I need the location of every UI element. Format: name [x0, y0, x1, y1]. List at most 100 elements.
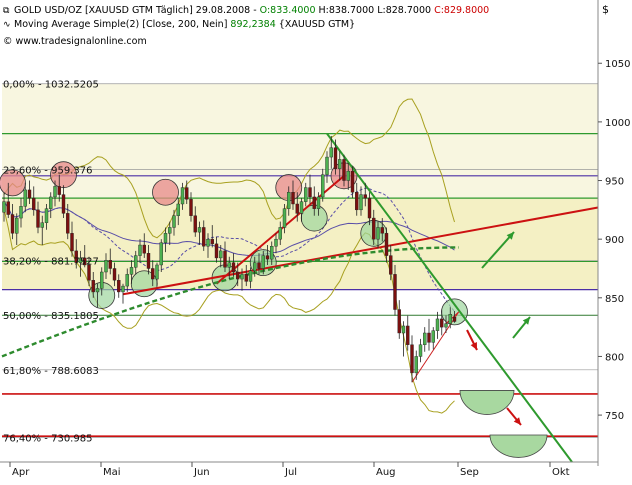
- candle-body-39: [168, 227, 172, 234]
- candle-body-22: [95, 288, 100, 293]
- candle-body-19: [83, 257, 87, 266]
- header-close: C:829.8000: [431, 5, 489, 16]
- y-tick-label-4: 950: [605, 177, 624, 188]
- candle-body-91: [389, 255, 393, 275]
- candle-body-30: [129, 267, 134, 275]
- y-tick-label-1: 800: [605, 352, 624, 363]
- candle-body-47: [202, 227, 206, 247]
- candle-body-79: [338, 159, 342, 169]
- candle-body-48: [206, 238, 210, 247]
- candle-body-75: [321, 174, 325, 198]
- candle-body-45: [193, 215, 197, 233]
- arrow-down-upper-head: [470, 342, 477, 350]
- candle-body-90: [384, 233, 389, 256]
- candle-body-68: [291, 192, 295, 205]
- candle-body-43: [185, 187, 189, 200]
- candle-body-78: [333, 147, 338, 169]
- candle-body-70: [299, 201, 304, 214]
- ma-short-line: [3, 187, 455, 312]
- x-tick-label-1: Mai: [103, 467, 121, 478]
- x-tick-label-3: Jul: [284, 467, 297, 478]
- candle-body-0: [2, 201, 6, 213]
- fib-label-2: 38,20% - 881.7527: [3, 257, 99, 268]
- x-tick-label-5: Sep: [460, 467, 479, 478]
- candle-body-64: [274, 238, 278, 247]
- copyright-text: © www.tradesignalonline.com: [3, 36, 147, 47]
- candle-body-54: [231, 262, 236, 273]
- candle-body-34: [146, 253, 151, 269]
- candle-body-10: [44, 208, 49, 223]
- candle-body-14: [61, 194, 66, 214]
- x-tick-label-6: Okt: [552, 467, 570, 478]
- candle-body-97: [414, 356, 418, 374]
- candle-body-71: [304, 187, 308, 202]
- candle-body-80: [342, 159, 346, 181]
- candle-body-53: [227, 262, 231, 268]
- candle-body-76: [325, 156, 329, 175]
- fib-label-3: 50,00% - 835.1805: [3, 311, 99, 322]
- x-tick-label-2: Jun: [193, 467, 210, 478]
- candle-body-72: [308, 187, 312, 198]
- candle-body-29: [125, 274, 129, 287]
- candle-body-77: [329, 147, 333, 158]
- fibonacci-zones: [2, 83, 598, 290]
- fibonacci-labels: 0,00% - 1032.5205 23,60% - 959.376 38,20% …: [3, 80, 99, 445]
- candle-body-100: [427, 332, 431, 343]
- candle-body-23: [100, 271, 104, 289]
- candle-body-11: [49, 196, 53, 209]
- candle-body-46: [197, 227, 202, 233]
- candle-body-35: [151, 268, 155, 280]
- candle-body-15: [66, 213, 70, 234]
- y-tick-label-0: 750: [605, 411, 624, 422]
- candle-body-52: [223, 250, 227, 268]
- candle-body-5: [23, 189, 27, 207]
- fib-label-0: 0,00% - 1032.5205: [3, 80, 99, 91]
- header-high: H:838.7000: [316, 5, 375, 16]
- fib-label-1: 23,60% - 959.376: [3, 166, 92, 177]
- candle-body-104: [444, 323, 448, 328]
- candle-body-18: [78, 257, 83, 263]
- candle-body-99: [423, 332, 427, 345]
- header-open: O:833.4000: [260, 5, 316, 16]
- candle-body-9: [40, 222, 44, 228]
- header-title-prefix: GOLD USD/OZ [XAUUSD GTM Täglich] 29.08.2…: [14, 5, 260, 16]
- instrument-icon: ⧉: [3, 6, 10, 16]
- header: ⧉ GOLD USD/OZ [XAUUSD GTM Täglich] 29.08…: [3, 3, 609, 47]
- candle-body-24: [104, 260, 108, 273]
- ma-value: 892,2384: [230, 19, 275, 30]
- candle-body-86: [367, 197, 372, 219]
- trendline-red-long: [122, 206, 599, 296]
- x-tick-label-0: Apr: [12, 467, 30, 478]
- candle-body-55: [236, 271, 240, 280]
- candle-body-85: [363, 194, 367, 199]
- y-tick-label-5: 1000: [605, 118, 630, 129]
- arrows-and-bowls: [459, 231, 548, 458]
- candle-body-32: [138, 244, 142, 256]
- candle-body-73: [312, 196, 316, 209]
- fib-label-5: 76,40% - 730.985: [3, 433, 92, 444]
- candle-body-3: [15, 217, 19, 234]
- header-low: L:828.7000: [374, 5, 431, 16]
- candle-body-103: [440, 318, 444, 328]
- candle-body-16: [70, 233, 74, 252]
- candle-body-88: [376, 227, 380, 240]
- candle-body-63: [270, 246, 274, 260]
- candle-body-74: [316, 196, 321, 209]
- candle-body-2: [10, 214, 15, 234]
- ma-label: Moving Average Simple(2) [Close, 200, Ne…: [14, 19, 230, 30]
- arrow-down-lower-head: [513, 417, 521, 425]
- top-circle-2: [152, 178, 179, 206]
- candle-body-20: [87, 264, 91, 281]
- candle-body-36: [155, 264, 159, 280]
- candle-body-8: [36, 209, 40, 228]
- candle-body-31: [134, 255, 138, 268]
- ma-suffix: {XAUUSD GTM}: [276, 19, 355, 30]
- candle-body-27: [117, 280, 121, 293]
- candle-body-89: [380, 227, 384, 234]
- candlesticks: [2, 135, 457, 383]
- candle-body-57: [244, 274, 248, 282]
- candle-body-96: [410, 344, 414, 374]
